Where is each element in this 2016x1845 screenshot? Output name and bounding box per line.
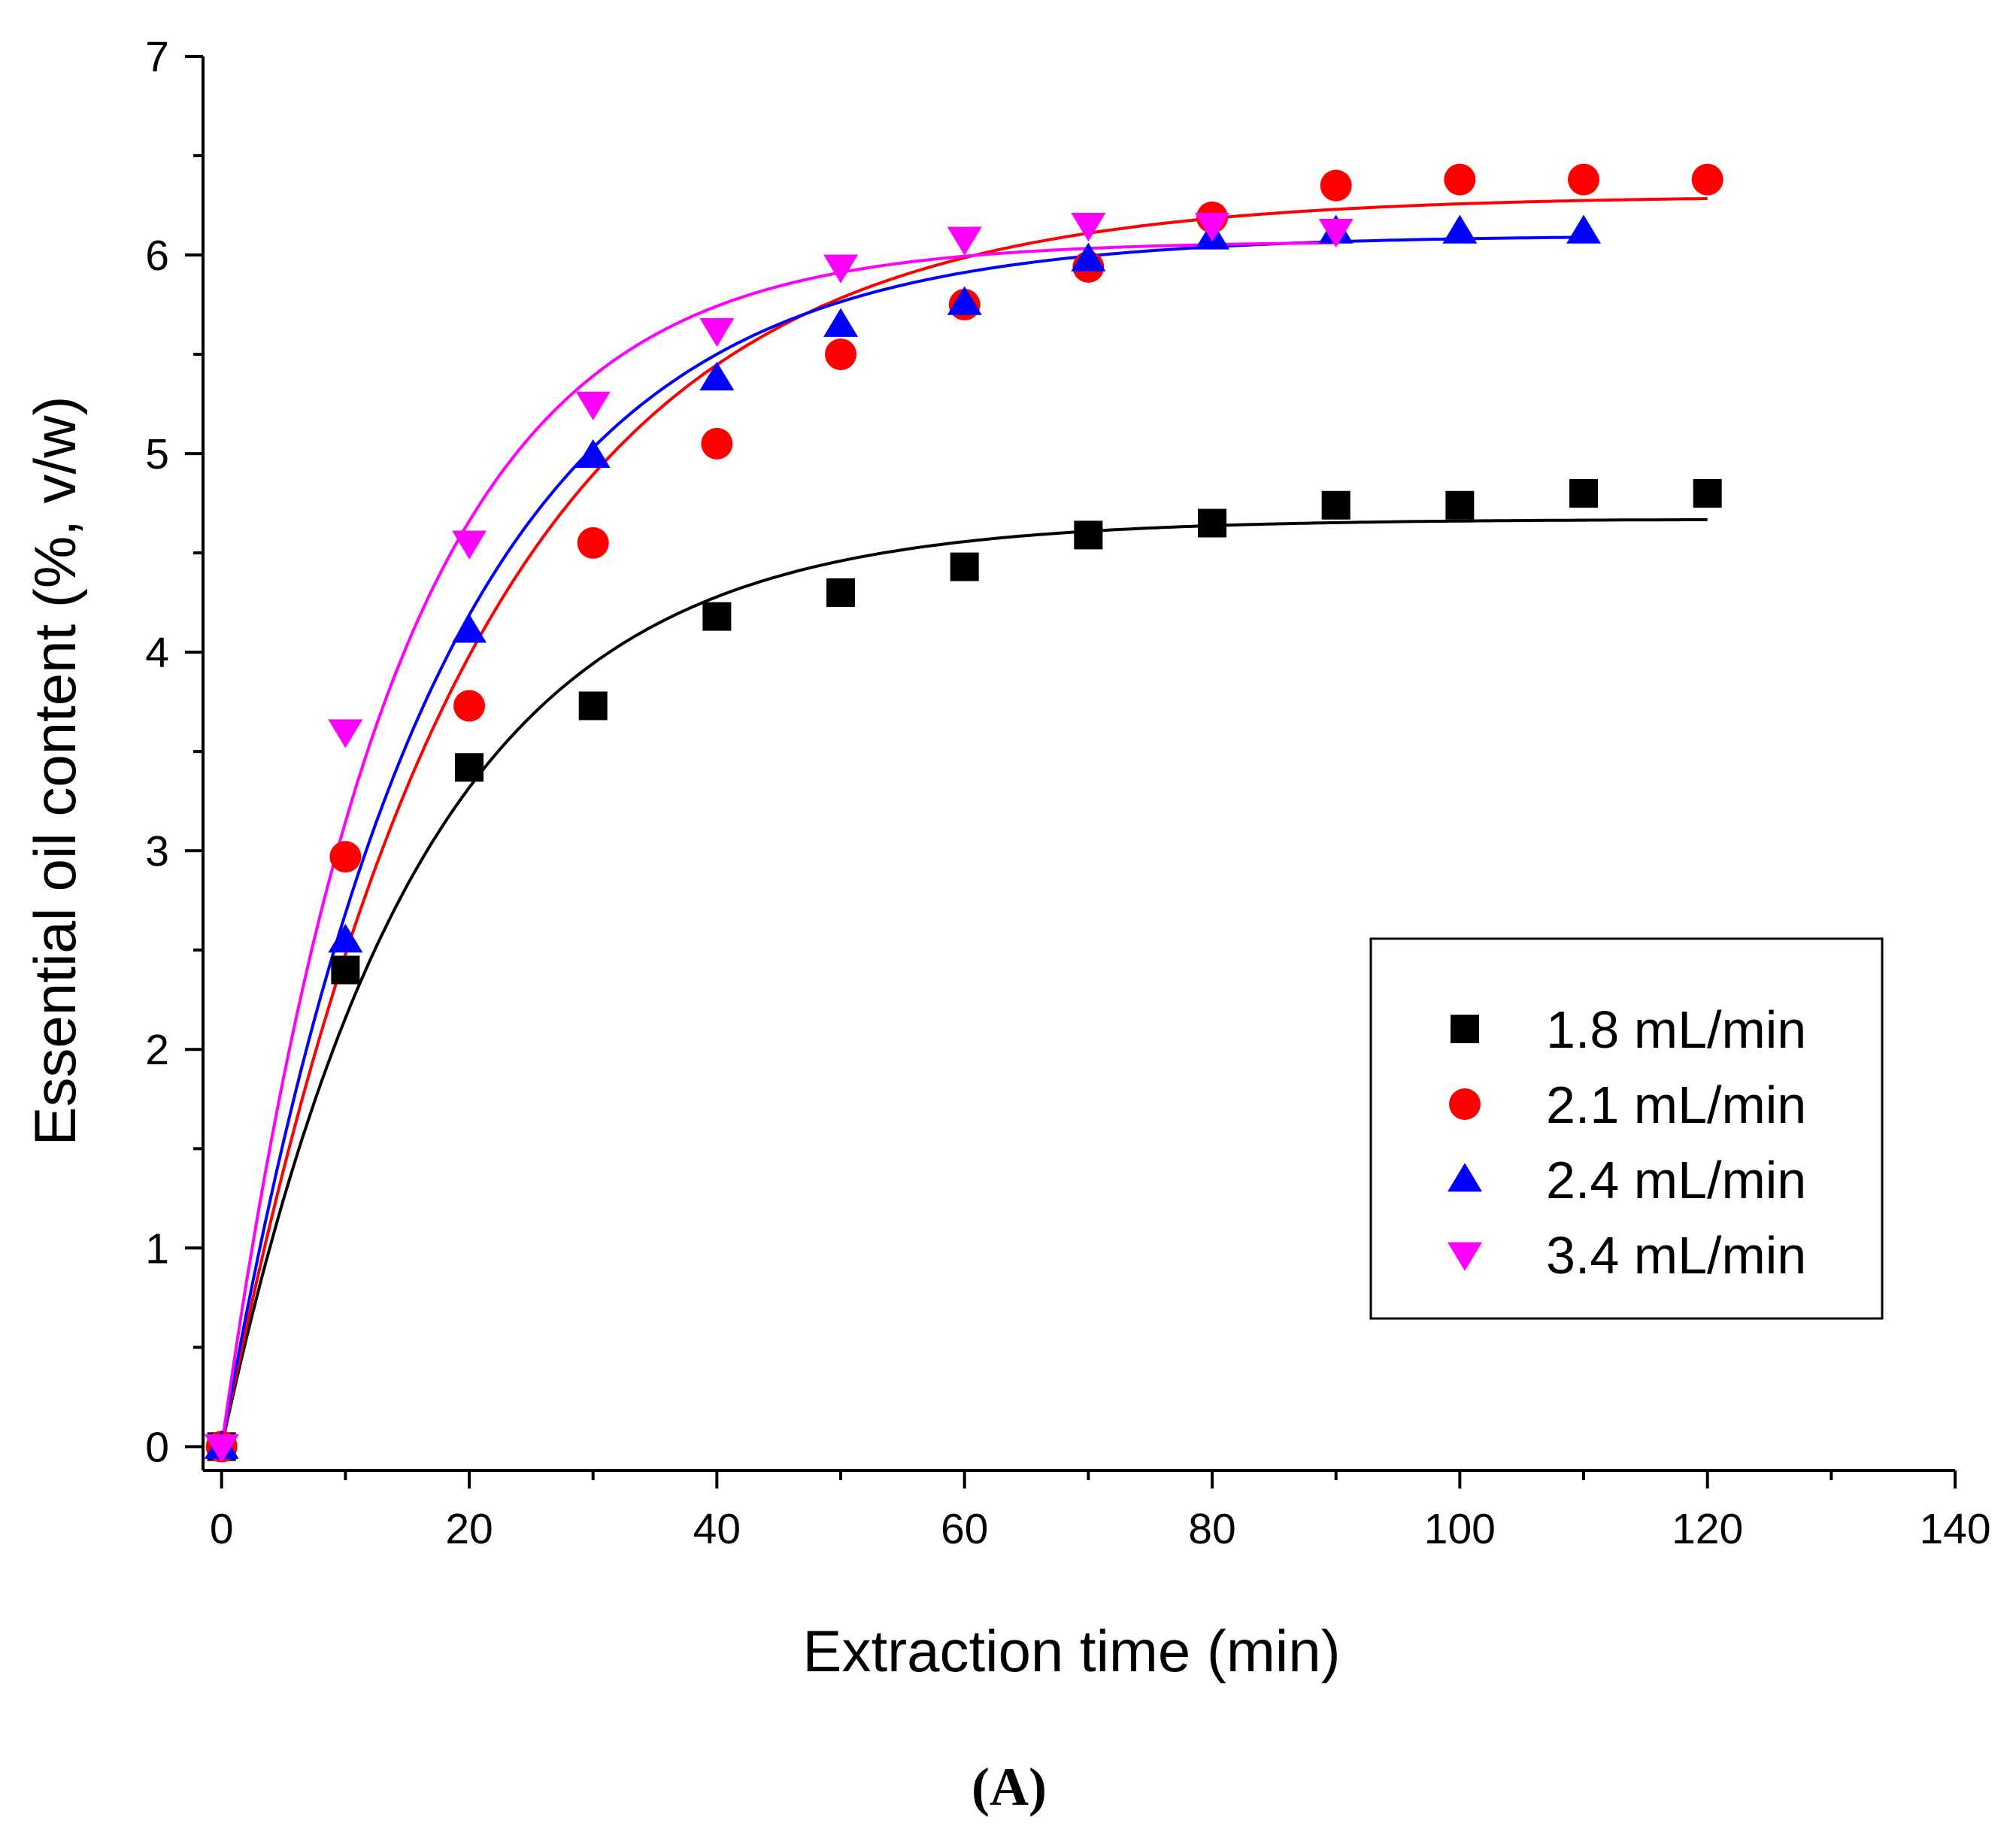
y-tick-label: 5 [145, 430, 169, 478]
data-point [1444, 163, 1476, 196]
legend-marker [1449, 1088, 1481, 1120]
fit-curve-line [220, 235, 1584, 1447]
y-tick-label: 2 [145, 1026, 169, 1074]
data-point [1071, 213, 1106, 242]
fit-curve-line [220, 241, 1336, 1447]
x-tick-label: 0 [210, 1505, 234, 1553]
legend-box [1369, 937, 1884, 1320]
data-point [578, 691, 608, 721]
legend-label: 2.1 mL/min [1546, 1076, 1806, 1134]
data-point [950, 552, 979, 581]
legend-label: 2.4 mL/min [1546, 1151, 1806, 1209]
x-tick-label: 100 [1424, 1505, 1496, 1553]
legend-marker [1448, 1163, 1482, 1192]
data-point [329, 841, 362, 873]
data-point [947, 226, 982, 256]
legend-label: 3.4 mL/min [1546, 1226, 1806, 1285]
data-point [1321, 490, 1351, 520]
legend-marker [1448, 1242, 1482, 1271]
data-point [699, 361, 735, 391]
y-tick-label: 1 [145, 1224, 169, 1273]
data-point [1074, 520, 1103, 550]
y-tick-label: 6 [145, 232, 169, 280]
data-point [1442, 214, 1478, 244]
data-point [1195, 213, 1230, 242]
data-point [1566, 214, 1602, 244]
data-point [702, 602, 732, 631]
data-point [452, 530, 487, 560]
data-point [575, 391, 611, 420]
axes: 0 20 40 60 80 100 120 140 0 1 2 3 4 5 6 7 [145, 33, 1990, 1553]
data-point [453, 690, 486, 722]
figure-caption: (A) [972, 1757, 1047, 1817]
x-tick-label: 120 [1672, 1505, 1743, 1553]
y-tick-label: 3 [145, 827, 169, 875]
data-point [331, 955, 360, 985]
fit-curves [220, 197, 1708, 1447]
data-point [823, 254, 859, 284]
legend: 1.8 mL/min 2.1 mL/min 2.4 mL/min 3.4 mL/min [1369, 937, 1884, 1320]
data-point [1568, 163, 1600, 196]
y-axis-title: Essential oil content (%, v/w) [22, 396, 88, 1146]
data-point [823, 308, 859, 337]
data-point [1198, 508, 1227, 538]
legend-label: 1.8 mL/min [1546, 1000, 1806, 1059]
x-tick-label: 40 [693, 1505, 741, 1553]
fit-curve-line [220, 197, 1708, 1447]
data-point [825, 338, 857, 371]
data-point [1071, 242, 1106, 272]
data-point [204, 1434, 239, 1464]
data-point [1445, 490, 1475, 520]
x-tick-label: 20 [445, 1505, 493, 1553]
data-point [455, 753, 484, 782]
data-point [699, 317, 735, 347]
data-point [1569, 478, 1599, 508]
data-point [826, 578, 856, 607]
data-point [1318, 218, 1354, 248]
data-point [1320, 169, 1352, 202]
data-point [575, 438, 611, 469]
data-point [1693, 478, 1722, 508]
data-point [1691, 163, 1723, 196]
fit-curve-line [220, 517, 1708, 1447]
data-point [328, 719, 363, 748]
data-point [577, 526, 609, 559]
data-point [328, 924, 363, 953]
x-tick-label: 60 [941, 1505, 988, 1553]
data-point [701, 427, 733, 460]
x-tick-label: 80 [1188, 1505, 1235, 1553]
y-tick-label: 7 [145, 33, 169, 81]
data-markers [204, 163, 1723, 1464]
data-point [947, 286, 982, 315]
data-point [452, 614, 487, 643]
x-axis-title: Extraction time (min) [802, 1618, 1340, 1684]
y-tick-label: 0 [145, 1423, 169, 1471]
legend-marker [1451, 1015, 1479, 1043]
y-tick-label: 4 [145, 629, 169, 677]
x-tick-label: 140 [1919, 1505, 1990, 1553]
